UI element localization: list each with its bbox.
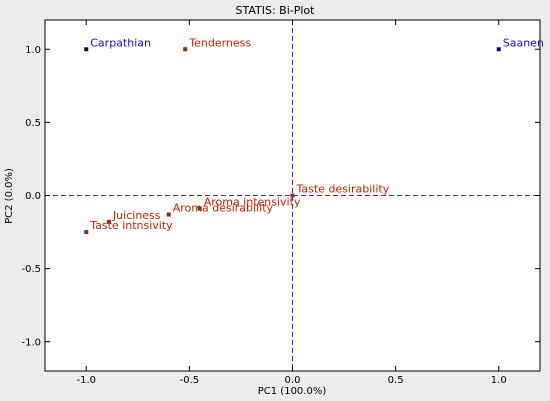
observation-marker-saanen [496, 47, 501, 52]
y-tick-label: 0.5 [25, 118, 41, 129]
variable-marker-aroma-desirability [166, 212, 171, 217]
y-tick-label: 1.0 [25, 45, 41, 56]
variable-label-aroma-intensivity: Aroma intensivity [204, 196, 301, 209]
chart-title: STATIS: Bi-Plot [236, 4, 316, 17]
y-tick-label: -0.5 [21, 264, 41, 275]
variable-label-tenderness: Tenderness [188, 36, 251, 49]
observation-marker-carpathian [84, 47, 89, 52]
x-tick-label: -1.0 [76, 375, 96, 386]
variable-label-taste-desirability: Taste desirability [296, 183, 390, 196]
variable-label-juiciness: Juiciness [112, 209, 161, 222]
variable-marker-juiciness [106, 219, 111, 224]
y-axis-ticks: 1.0 0.5 0.0 -0.5 -1.0 [21, 45, 540, 348]
y-tick-label: 0.0 [25, 191, 41, 202]
observation-label-saanen: Saanen [503, 36, 544, 49]
variable-marker-taste-intnsivity [84, 230, 89, 235]
y-axis-label: PC2 (0.0%) [4, 168, 15, 224]
x-tick-label: 0.5 [388, 375, 404, 386]
x-axis-label: PC1 (100.0%) [258, 386, 327, 397]
y-tick-label: -1.0 [21, 337, 41, 348]
variable-marker-taste-desirability [290, 193, 295, 198]
variable-label-aroma-desirability: Aroma desirability [173, 202, 274, 215]
observation-label-carpathian: Carpathian [90, 36, 151, 49]
x-tick-label: 1.0 [491, 375, 507, 386]
variable-marker-aroma-intensivity [197, 206, 202, 211]
data-points: Carpathian Saanen Tenderness Taste desirabi… [84, 36, 544, 235]
x-axis-ticks: -1.0 -0.5 0.0 0.5 1.0 [76, 20, 507, 386]
variable-marker-tenderness [183, 47, 188, 52]
variable-label-taste-intnsivity: Taste intnsivity [89, 219, 173, 232]
x-tick-label: -0.5 [180, 375, 200, 386]
x-tick-label: 0.0 [285, 375, 301, 386]
reference-lines [45, 20, 540, 371]
